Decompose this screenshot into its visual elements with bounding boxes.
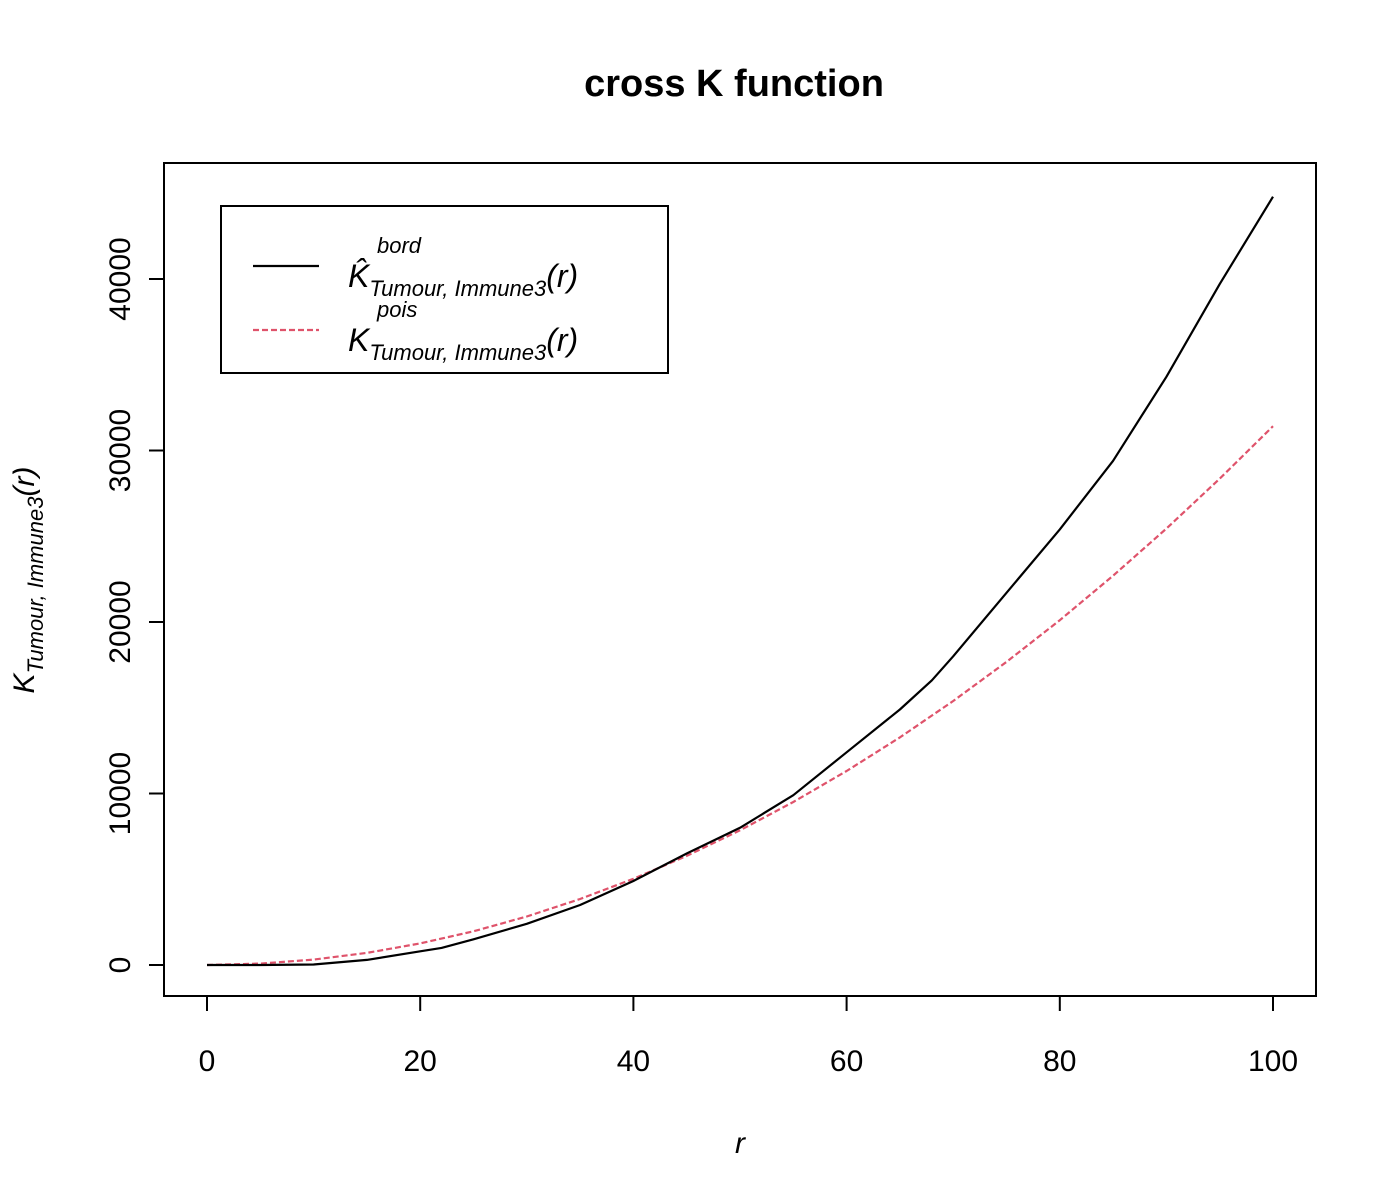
chart-title: cross K function bbox=[584, 63, 884, 105]
series-layer bbox=[206, 196, 1274, 967]
y-axis-label-main: K bbox=[8, 671, 41, 693]
x-tick-label: 40 bbox=[617, 1045, 650, 1078]
legend-label-pois: KTumour, Immune3(r) bbox=[348, 322, 578, 365]
y-tick-label: 0 bbox=[104, 957, 137, 974]
x-tick-label: 20 bbox=[404, 1045, 437, 1078]
x-axis: 0 20 40 60 80 100 bbox=[199, 995, 1298, 1078]
legend-sup-bord: bord bbox=[377, 233, 422, 258]
y-axis-label: KTumour, Immune3(r) bbox=[8, 467, 48, 694]
y-tick-label: 20000 bbox=[104, 580, 137, 663]
y-axis: 0 10000 20000 30000 40000 bbox=[104, 237, 165, 974]
x-tick-label: 80 bbox=[1043, 1045, 1076, 1078]
series-line-pois bbox=[206, 425, 1274, 967]
legend-label-bord: K̂Tumour, Immune3(r) bbox=[348, 258, 578, 301]
y-tick-label: 40000 bbox=[104, 237, 137, 320]
x-tick-label: 60 bbox=[830, 1045, 863, 1078]
y-axis-label-suffix: (r) bbox=[8, 467, 41, 497]
legend: K̂Tumour, Immune3(r)bord KTumour, Immune3… bbox=[220, 205, 669, 374]
x-tick-label: 0 bbox=[199, 1045, 216, 1078]
x-tick-label: 100 bbox=[1248, 1045, 1298, 1078]
y-tick-label: 30000 bbox=[104, 409, 137, 492]
legend-box bbox=[220, 205, 669, 374]
legend-sup-pois: pois bbox=[376, 297, 417, 322]
series-line-bord bbox=[207, 196, 1274, 967]
x-axis-label: r bbox=[735, 1127, 746, 1160]
y-axis-label-sub: Tumour, Immune3 bbox=[23, 496, 48, 674]
y-tick-label: 10000 bbox=[104, 752, 137, 835]
